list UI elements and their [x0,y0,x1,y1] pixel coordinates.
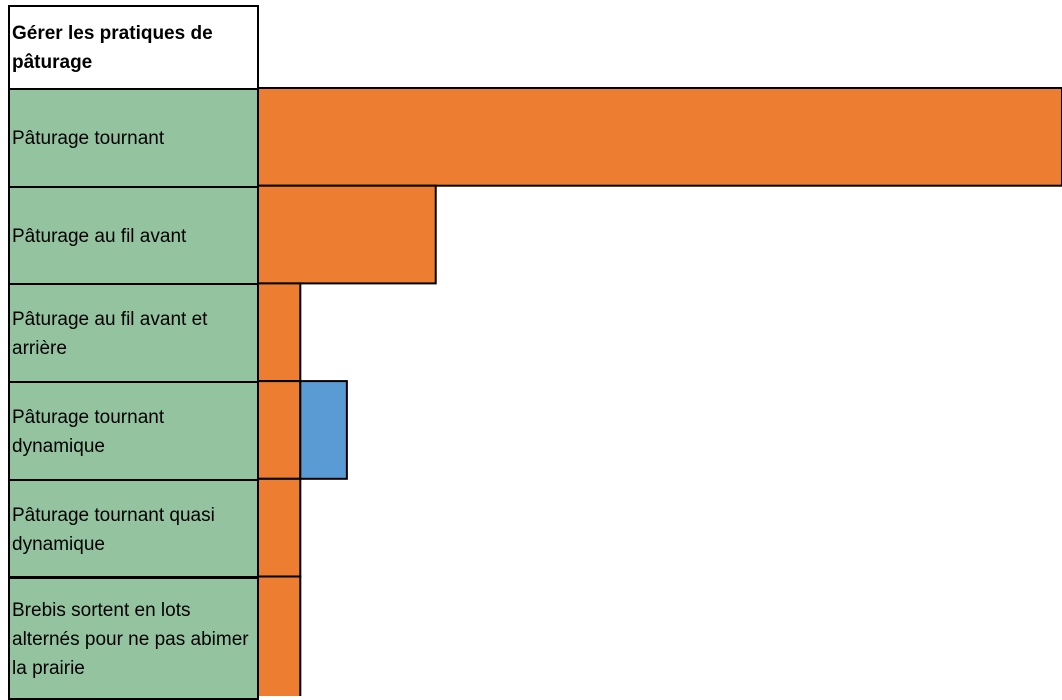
category-label: Pâturage tournant dynamique [8,381,259,481]
bar [258,88,1062,186]
bar [258,283,300,381]
bar [258,186,436,284]
category-label: Pâturage au fil avant et arrière [8,283,259,383]
category-label: Pâturage tournant [8,88,259,188]
category-label: Pâturage au fil avant [8,186,259,286]
bar [300,381,347,479]
category-label: Pâturage tournant quasi dynamique [8,479,259,579]
bar [258,479,300,577]
bar [258,577,300,697]
chart-title: Gérer les pratiques de pâturage [8,5,259,90]
bar [258,381,300,479]
category-label: Brebis sortent en lots alternés pour ne … [8,577,259,700]
